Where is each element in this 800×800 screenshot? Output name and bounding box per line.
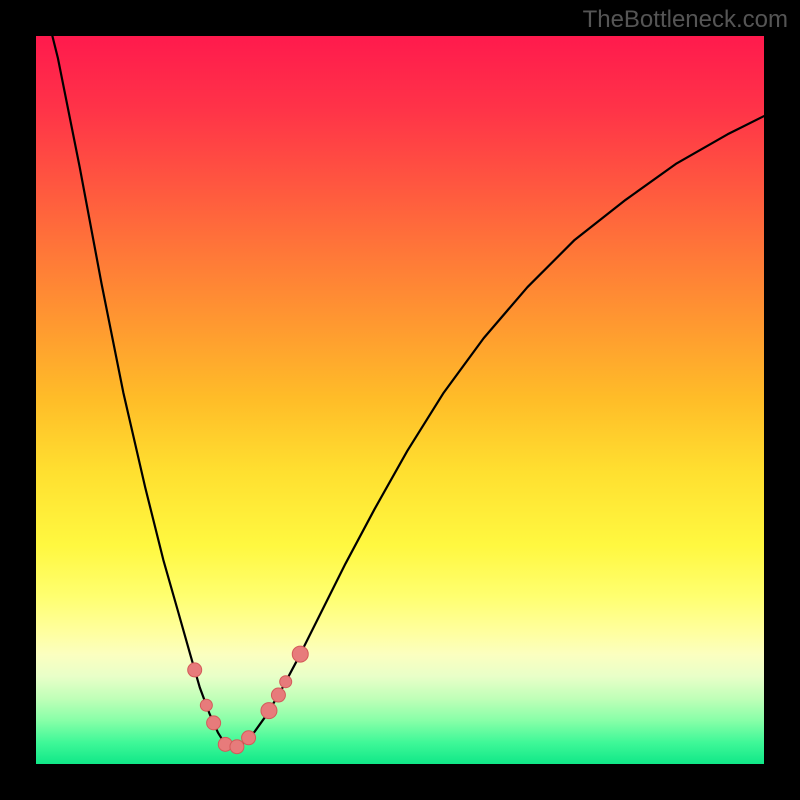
watermark-text: TheBottleneck.com [583, 6, 788, 34]
chart-container: TheBottleneck.com [0, 0, 800, 800]
plot-area [36, 36, 764, 764]
